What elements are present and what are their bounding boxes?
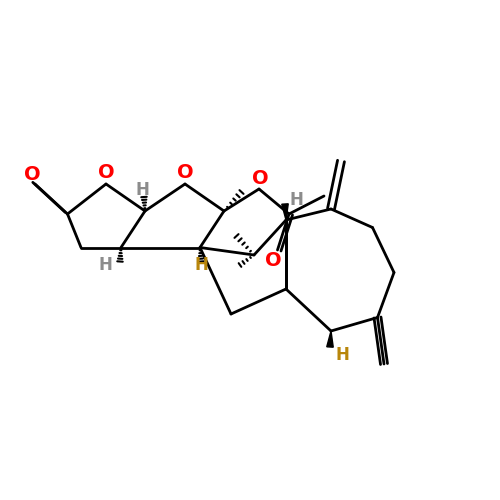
Text: H: H xyxy=(335,346,349,364)
Text: O: O xyxy=(176,164,194,182)
Polygon shape xyxy=(327,331,333,347)
Text: O: O xyxy=(265,250,282,270)
Text: O: O xyxy=(252,168,268,188)
Polygon shape xyxy=(282,204,288,220)
Text: H: H xyxy=(98,256,112,274)
Text: O: O xyxy=(24,166,41,184)
Text: H: H xyxy=(194,256,208,274)
Text: H: H xyxy=(136,181,149,199)
Text: O: O xyxy=(98,164,114,182)
Text: H: H xyxy=(289,191,303,209)
